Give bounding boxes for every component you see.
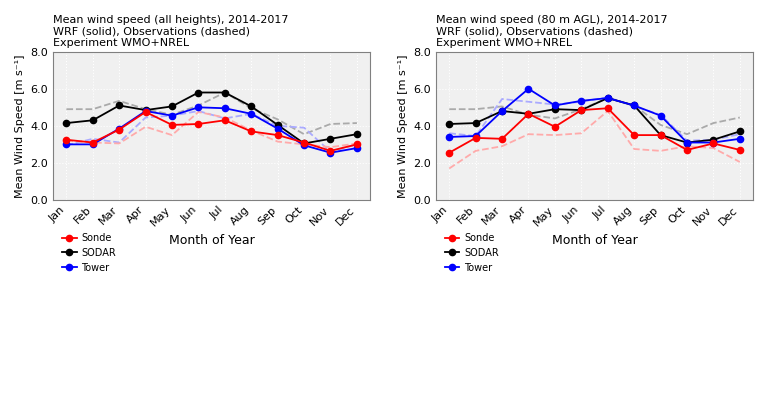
Y-axis label: Mean Wind Speed [m s⁻¹]: Mean Wind Speed [m s⁻¹]: [398, 54, 408, 198]
Y-axis label: Mean Wind Speed [m s⁻¹]: Mean Wind Speed [m s⁻¹]: [15, 54, 25, 198]
X-axis label: Month of Year: Month of Year: [169, 234, 254, 247]
Legend: Sonde, SODAR, Tower: Sonde, SODAR, Tower: [441, 229, 503, 277]
Text: Mean wind speed (all heights), 2014-2017
WRF (solid), Observations (dashed)
Expe: Mean wind speed (all heights), 2014-2017…: [53, 15, 289, 48]
Text: Mean wind speed (80 m AGL), 2014-2017
WRF (solid), Observations (dashed)
Experim: Mean wind speed (80 m AGL), 2014-2017 WR…: [436, 15, 667, 48]
Legend: Sonde, SODAR, Tower: Sonde, SODAR, Tower: [58, 229, 120, 277]
X-axis label: Month of Year: Month of Year: [551, 234, 637, 247]
